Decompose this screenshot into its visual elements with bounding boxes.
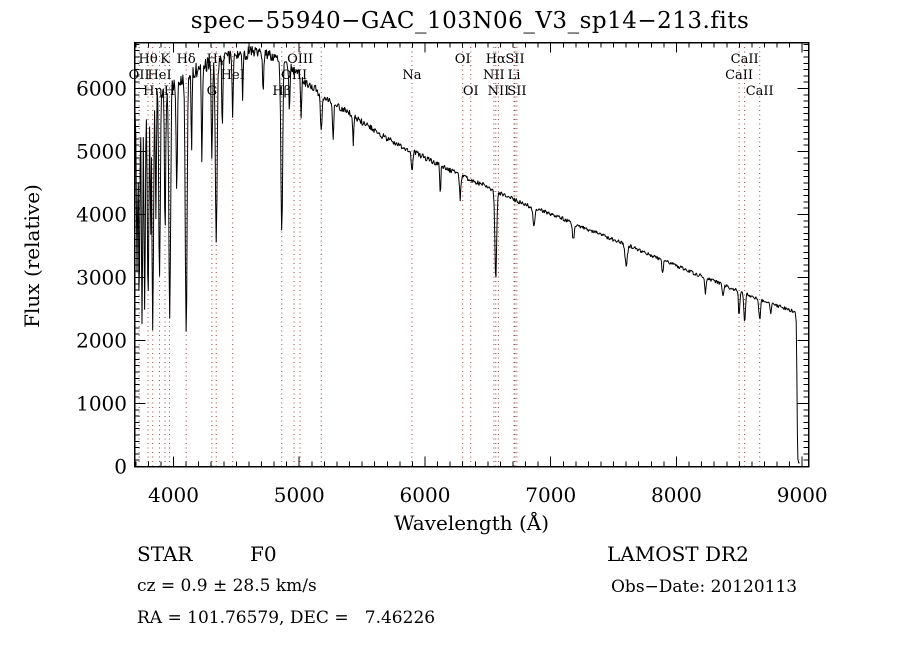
marker-label: Hθ bbox=[138, 52, 157, 67]
marker-label: Hβ bbox=[272, 84, 291, 99]
y-tick-label: 2000 bbox=[76, 328, 127, 352]
marker-label: Hδ bbox=[177, 52, 196, 67]
marker-label: OI bbox=[455, 52, 471, 67]
marker-label: NII bbox=[488, 84, 510, 99]
y-tick-label: 3000 bbox=[76, 265, 127, 289]
x-tick-label: 5000 bbox=[274, 483, 325, 507]
marker-label: H bbox=[164, 84, 175, 99]
survey-label: LAMOST DR2 bbox=[607, 542, 749, 566]
marker-label: HeI bbox=[147, 68, 171, 83]
marker-label: HeI bbox=[221, 68, 245, 83]
marker-label: Hη bbox=[143, 84, 162, 99]
x-tick-label: 8000 bbox=[651, 483, 702, 507]
marker-label: SII bbox=[505, 52, 524, 67]
y-tick-label: 5000 bbox=[76, 139, 127, 163]
plot-frame bbox=[133, 41, 810, 468]
marker-label: OI bbox=[463, 84, 479, 99]
marker-label: K bbox=[160, 52, 170, 67]
y-tick-label: 0 bbox=[114, 455, 127, 479]
ra-dec-coords: RA = 101.76579, DEC = 7.46226 bbox=[137, 608, 436, 628]
obs-date: Obs−Date: 20120113 bbox=[611, 577, 798, 597]
y-tick-label: 1000 bbox=[76, 391, 127, 415]
object-class: STAR bbox=[137, 542, 193, 566]
x-tick-label: 7000 bbox=[525, 483, 576, 507]
x-axis-label: Wavelength (Å) bbox=[393, 511, 550, 535]
y-tick-label: 4000 bbox=[76, 202, 127, 226]
cz-value: cz = 0.9 ± 28.5 km/s bbox=[137, 576, 317, 596]
marker-label: CaII bbox=[725, 68, 753, 83]
marker-label: Na bbox=[402, 68, 421, 83]
marker-label: CaII bbox=[731, 52, 759, 67]
y-tick-label: 6000 bbox=[76, 76, 127, 100]
spectrum-line bbox=[134, 45, 800, 464]
x-tick-label: 4000 bbox=[148, 483, 199, 507]
y-axis-label: Flux (relative) bbox=[20, 184, 44, 328]
x-tick-label: 9000 bbox=[777, 483, 828, 507]
marker-label: G bbox=[207, 84, 217, 99]
marker-label: NII bbox=[483, 68, 505, 83]
x-tick-label: 6000 bbox=[400, 483, 451, 507]
marker-label: Hα bbox=[486, 52, 506, 67]
object-subclass: F0 bbox=[250, 542, 277, 566]
marker-label: OIII bbox=[287, 52, 313, 67]
marker-label: CaII bbox=[746, 84, 774, 99]
page-title: spec−55940−GAC_103N06_V3_sp14−213.fits bbox=[190, 8, 750, 34]
marker-label: SII bbox=[507, 84, 526, 99]
marker-label: Li bbox=[508, 68, 521, 83]
